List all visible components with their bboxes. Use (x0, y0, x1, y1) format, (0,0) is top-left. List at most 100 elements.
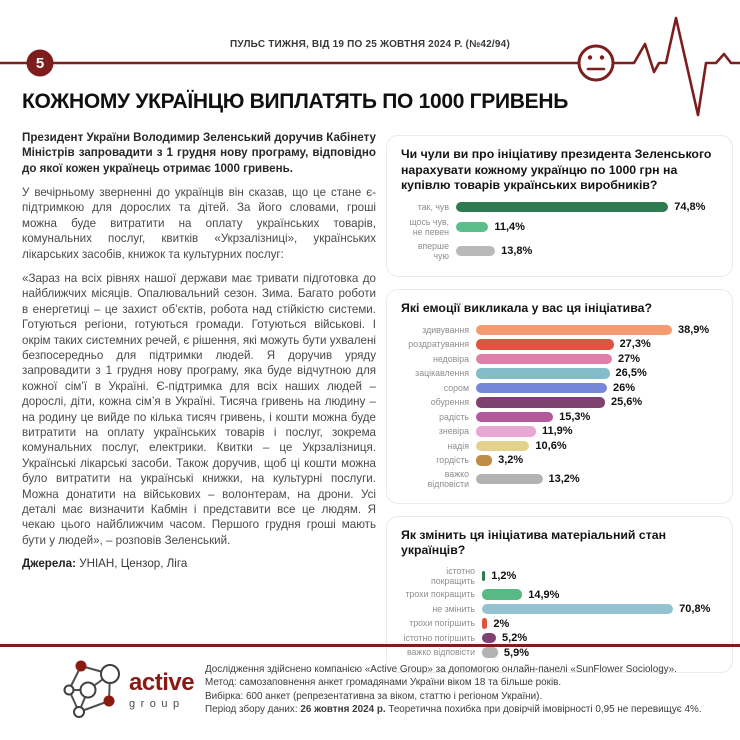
edition-label: ПУЛЬС ТИЖНЯ, ВІД 19 ПО 25 ЖОВТНЯ 2024 Р.… (230, 39, 510, 50)
bar-track: 25,6% (476, 396, 718, 408)
bar-row: радість 15,3% (401, 411, 718, 423)
bar-value-label: 11,9% (541, 425, 573, 438)
methodology-line: Дослідження здійснено компанією «Active … (205, 664, 677, 675)
bar-row: важко відповісти 5,9% (401, 647, 718, 659)
bar-track: 11,9% (476, 425, 718, 437)
bar-value-label: 27,3% (619, 338, 651, 351)
bar-fill (482, 570, 486, 582)
bar-row: так, чув 74,8% (401, 201, 718, 213)
bar-row: обурення 25,6% (401, 396, 718, 408)
bar-row: трохи покращить 14,9% (401, 589, 718, 601)
bar-row: гордість 3,2% (401, 454, 718, 466)
bar-value-label: 27% (618, 352, 641, 365)
bar-category-label: недовіра (433, 353, 469, 364)
bar-category-label: важко відповісти (427, 468, 469, 489)
page-number: 5 (36, 55, 44, 72)
bar-track: 1,2% (482, 570, 718, 582)
bar-fill (456, 201, 669, 213)
article-paragraph: У вечірньому зверненні до українців він … (22, 185, 376, 261)
bar-value-label: 13,2% (548, 472, 580, 485)
bar-row: не змінить 70,8% (401, 603, 718, 615)
bar-track: 74,8% (456, 201, 718, 213)
article-quote: «Зараз на всіх рівнях нашої держави має … (22, 271, 376, 547)
bar-value-label: 1,2% (491, 569, 517, 582)
page-number-badge (26, 49, 54, 77)
logo-word-active: active (129, 668, 195, 696)
period-suffix: Теоретична похибка при довірчій імовірно… (385, 704, 702, 716)
bar-fill (476, 473, 543, 485)
bar-fill (476, 382, 608, 394)
bar-fill (482, 603, 674, 615)
bar-value-label: 26% (613, 381, 636, 394)
bar-value-label: 26,5% (615, 367, 647, 380)
bar-value-label: 70,8% (679, 603, 711, 616)
bar-fill (482, 589, 523, 600)
bar-track: 11,4% (456, 221, 718, 233)
bar-value-label: 10,6% (535, 439, 567, 452)
sources-label: Джерела: (22, 557, 76, 571)
bar-category-label: важко відповісти (406, 647, 475, 658)
chart-card-emotions: Які емоції викликала у вас ця ініціатива… (386, 289, 733, 504)
bar-category-label: трохи погіршить (409, 618, 475, 629)
bar-fill (482, 618, 488, 629)
bar-category-label: зацікавлення (415, 368, 469, 379)
bar-value-label: 15,3% (559, 410, 591, 423)
bar-category-label: вперше чую (417, 241, 449, 262)
chart-card-material-impact: Як змінить ця ініціатива матеріальний ст… (386, 515, 733, 674)
bar-value-label: 38,9% (678, 323, 710, 336)
neutral-face-icon (577, 44, 615, 82)
bar-category-label: трохи покращить (405, 589, 475, 600)
page-title: КОЖНОМУ УКРАЇНЦЮ ВИПЛАТЯТЬ ПО 1000 ГРИВЕ… (22, 90, 569, 113)
bar-track: 5,2% (482, 632, 718, 644)
article-column: Президент України Володимир Зеленський д… (22, 130, 376, 570)
footer-divider (0, 644, 740, 647)
bar-row: вперше чую 13,8% (401, 241, 718, 261)
bar-track: 2% (482, 618, 718, 630)
methodology-line: Метод: самозаповнення анкет громадянами … (205, 677, 562, 689)
bar-category-label: радість (439, 411, 469, 422)
active-group-logo: active group (56, 657, 195, 723)
bar-track: 70,8% (482, 603, 718, 615)
bar-row: зневіра 11,9% (401, 425, 718, 437)
article-lead: Президент України Володимир Зеленський д… (22, 131, 376, 175)
bar-value-label: 3,2% (498, 454, 524, 467)
bar-fill (476, 397, 605, 408)
bar-fill (476, 353, 613, 365)
bar-fill (476, 324, 673, 336)
bar-category-label: щось чув, не певен (409, 216, 449, 237)
bar-category-label: сором (443, 382, 469, 393)
bar-fill (476, 411, 554, 423)
bar-row: сором 26% (401, 382, 718, 394)
chart-title: Які емоції викликала у вас ця ініціатива… (401, 301, 652, 316)
bar-category-label: не змінить (432, 603, 475, 614)
bar-category-label: обурення (430, 397, 469, 408)
bar-chart-awareness: так, чув 74,8% щось чув, не певен 11,4% впер… (401, 201, 718, 261)
bar-row: щось чув, не певен 11,4% (401, 217, 718, 237)
bar-category-label: надія (447, 440, 469, 451)
charts-column: Чи чули ви про ініціативу президента Зел… (386, 135, 733, 685)
logo-wordmark: active group (129, 668, 195, 710)
methodology-line: Вибірка: 600 анкет (репрезентативна за в… (205, 690, 543, 702)
bar-track: 26,5% (476, 367, 718, 379)
bar-category-label: гордість (436, 455, 469, 466)
bar-fill (476, 426, 536, 437)
bar-value-label: 2% (493, 617, 510, 630)
bar-fill (476, 455, 493, 466)
bar-track: 10,6% (476, 440, 718, 452)
bar-fill (482, 647, 498, 658)
sources-list: УНІАН, Цензор, Ліга (75, 557, 188, 571)
bar-track: 15,3% (476, 411, 718, 423)
bar-row: роздратування 27,3% (401, 338, 718, 350)
bar-row: надія 10,6% (401, 440, 718, 452)
chart-title: Чи чули ви про ініціативу президента Зел… (401, 147, 712, 193)
bar-value-label: 13,8% (501, 245, 533, 258)
bar-row: зацікавлення 26,5% (401, 367, 718, 379)
bar-value-label: 14,9% (528, 588, 560, 601)
bar-track: 13,2% (476, 473, 718, 485)
logo-word-group: group (129, 697, 185, 710)
bar-fill (476, 368, 610, 379)
chart-card-awareness: Чи чули ви про ініціативу президента Зел… (386, 135, 733, 278)
bar-category-label: істотно погіршить (403, 632, 475, 643)
bar-fill (456, 221, 489, 233)
